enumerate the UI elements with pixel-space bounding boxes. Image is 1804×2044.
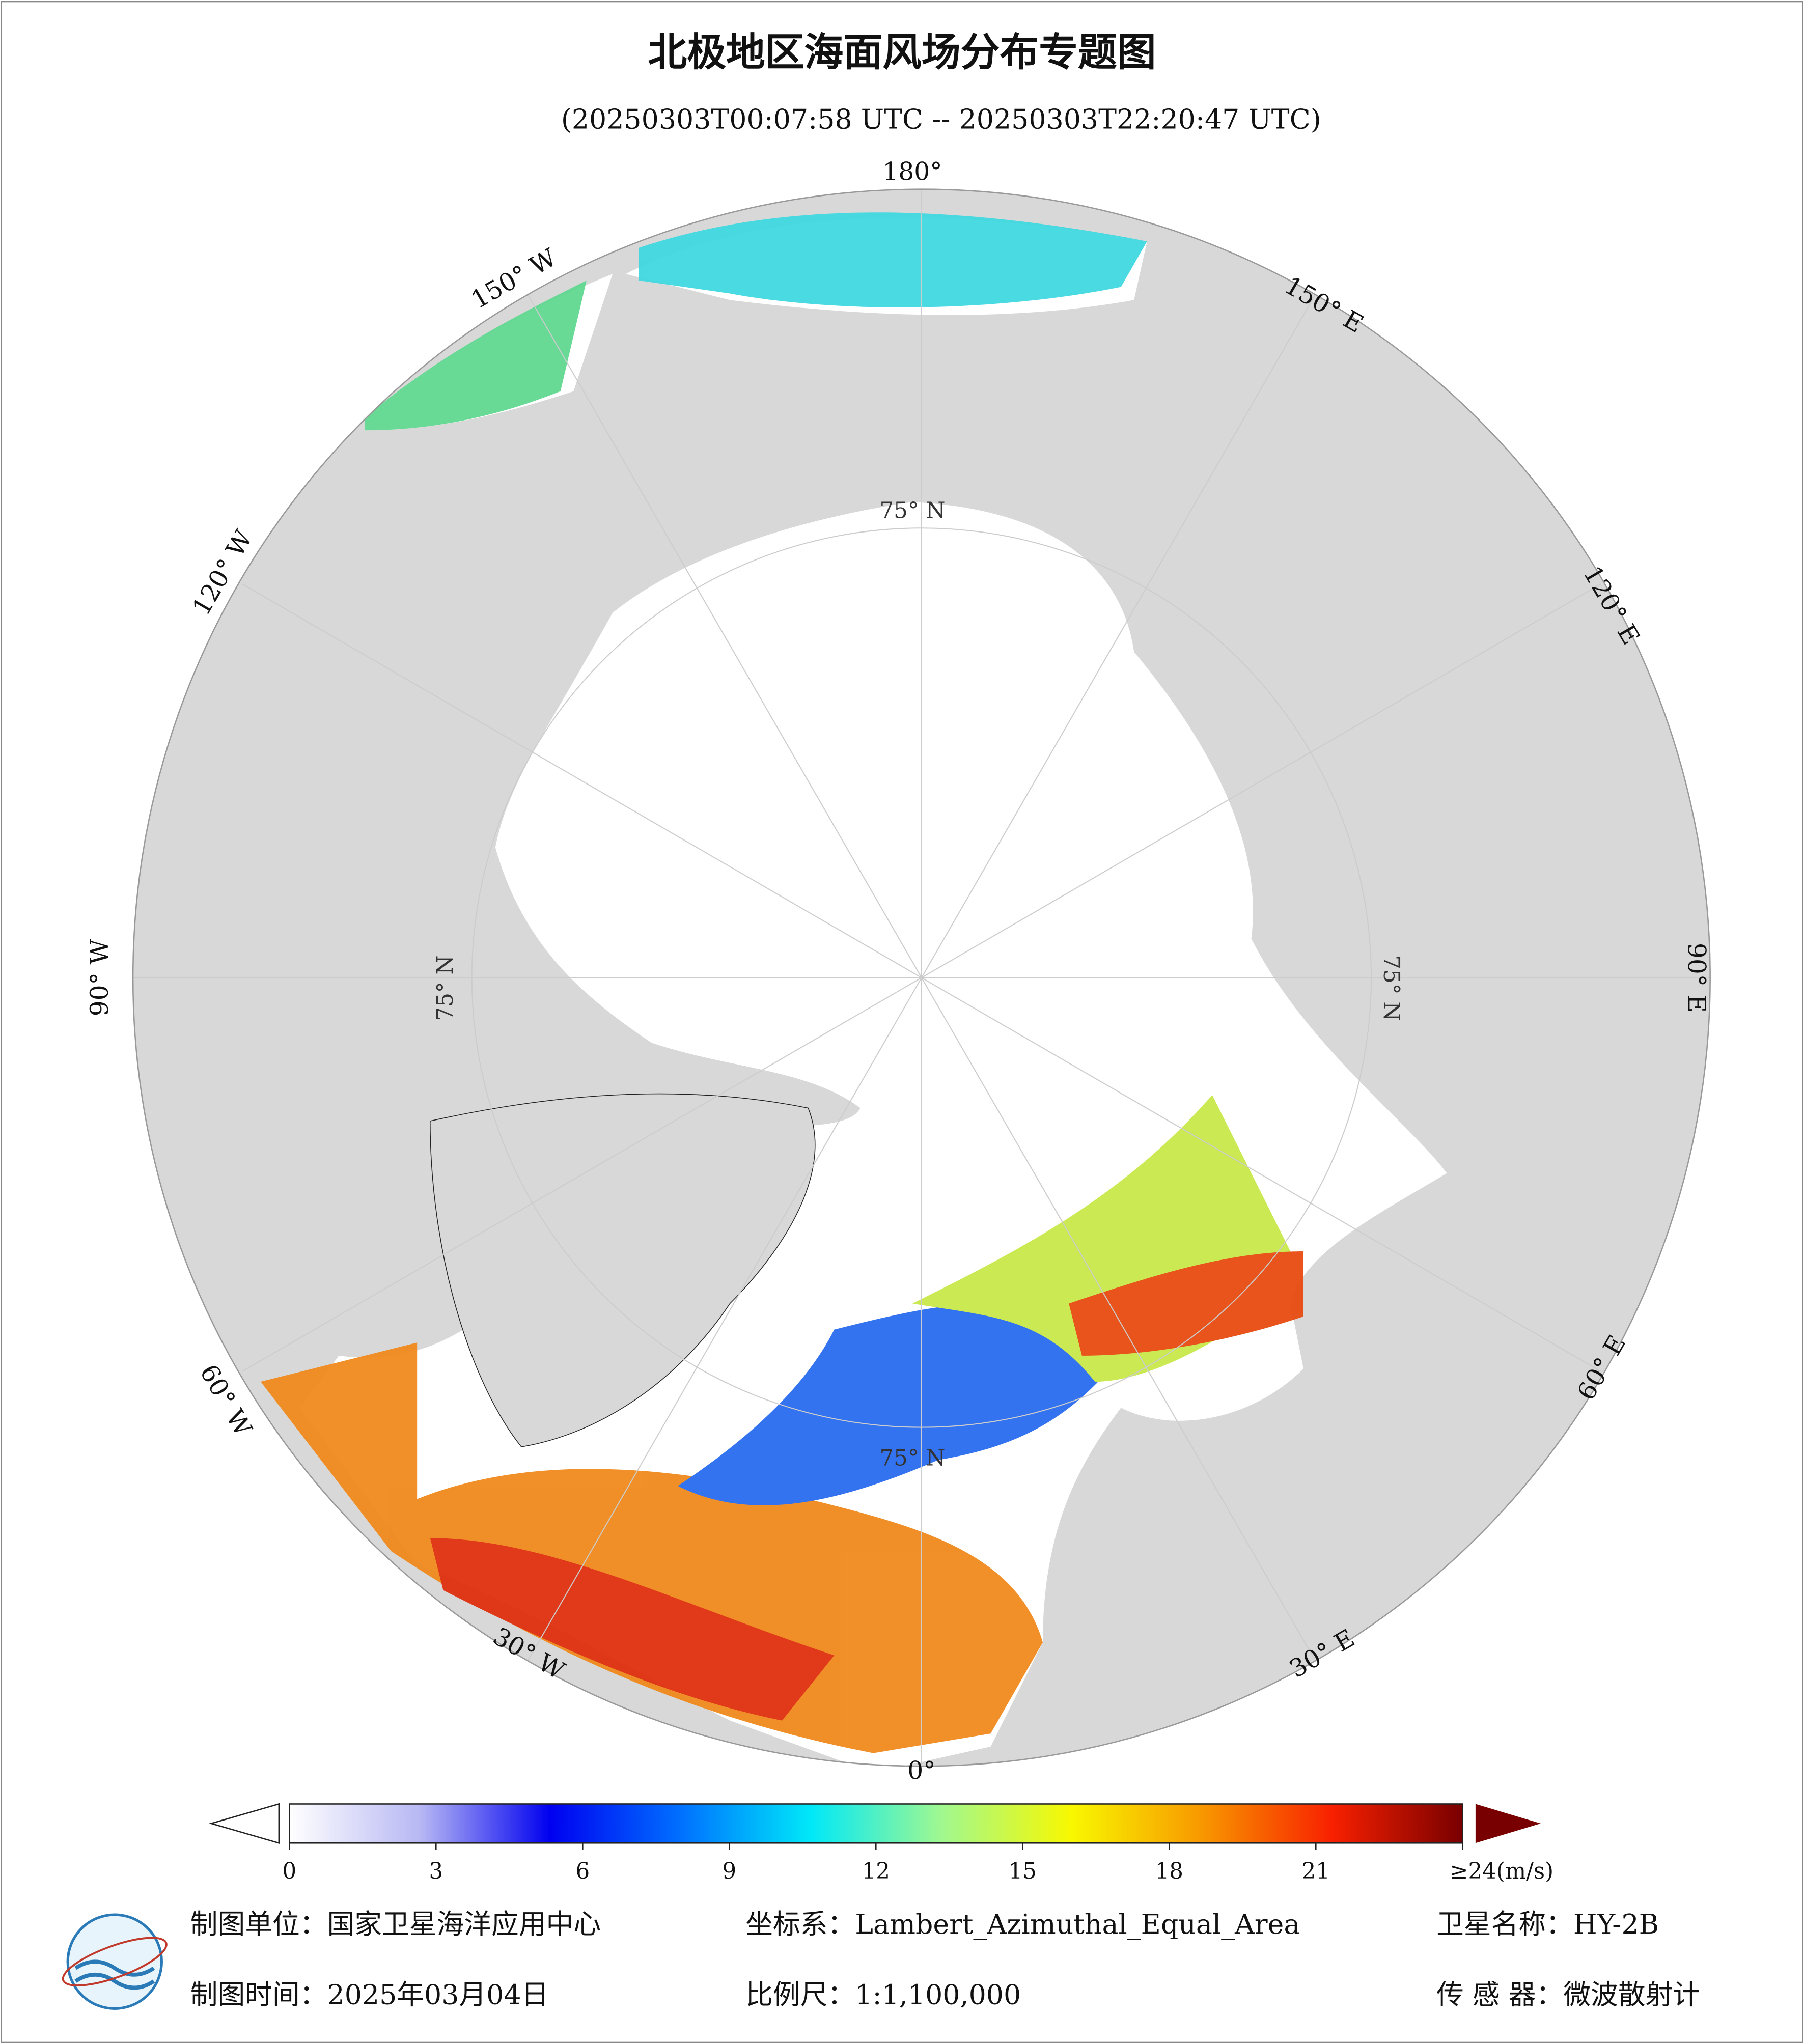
footer-text: 传 感 器：微波散射计	[1436, 1978, 1700, 2010]
latitude-label: 75° N	[1378, 955, 1404, 1021]
colorbar-tick-label: ≥24(m/s)	[1450, 1859, 1553, 1884]
colorbar-tick-label: 0	[282, 1859, 296, 1884]
logo	[62, 1913, 168, 2010]
greenland	[430, 1093, 816, 1447]
latitude-label: 75° N	[879, 498, 945, 524]
latitude-label: 75° N	[879, 1446, 945, 1471]
swath-greenland-sea	[678, 1303, 1121, 1505]
footer-text: 坐标系：Lambert_Azimuthal_Equal_Area	[745, 1908, 1300, 1940]
colorbar-bar	[289, 1803, 1463, 1844]
swath-bering	[365, 280, 587, 431]
map-border	[132, 188, 1711, 1767]
colorbar: 0 3 6 9 12 15 18 21 ≥24(m/s)	[209, 1803, 1553, 1884]
longitude-label: 180°	[882, 157, 942, 186]
footer: 制图单位：国家卫星海洋应用中心 坐标系：Lambert_Azimuthal_Equ…	[190, 1908, 1700, 2010]
latitude-label: 75° N	[433, 955, 458, 1021]
subtitle: (20250303T00:07:58 UTC -- 20250303T22:20…	[561, 103, 1321, 135]
logo-waves	[74, 1959, 155, 1990]
graticule	[133, 189, 1710, 1767]
colorbar-tick-label: 18	[1155, 1859, 1183, 1884]
swath-atlantic	[260, 1342, 1043, 1753]
meridians	[133, 189, 1710, 1767]
footer-text: 比例尺：1:1,100,000	[745, 1978, 1021, 2010]
ocean	[299, 502, 1447, 1767]
map-disc	[133, 189, 1710, 1767]
swath-pacific	[639, 212, 1147, 307]
colorbar-over	[1475, 1804, 1541, 1843]
colorbar-tick-label: 12	[862, 1859, 890, 1884]
colorbar-tick-label: 15	[1009, 1859, 1037, 1884]
swath-atlantic-core	[430, 1538, 835, 1721]
footer-text: 制图时间：2025年03月04日	[190, 1978, 549, 2010]
colorbar-under	[209, 1803, 280, 1844]
footer-text: 制图单位：国家卫星海洋应用中心	[190, 1908, 601, 1940]
colorbar-tick-label: 21	[1302, 1859, 1330, 1884]
colorbar-tick-label: 3	[429, 1859, 443, 1884]
latitude-labels: 75° N 75° N 75° N 75° N	[433, 498, 1404, 1471]
logo-orbit	[62, 1937, 168, 1986]
longitude-label: 90° E	[1682, 943, 1710, 1013]
title: 北极地区海面风场分布专题图	[648, 30, 1156, 75]
colorbar-ticks: 0 3 6 9 12 15 18 21 ≥24(m/s)	[282, 1843, 1553, 1884]
footer-text: 卫星名称：HY-2B	[1436, 1908, 1659, 1940]
wind-swath	[260, 212, 1303, 1753]
swath-barents-core	[1069, 1251, 1303, 1356]
longitude-label: 0°	[907, 1757, 935, 1785]
colorbar-tick-label: 6	[575, 1859, 590, 1884]
colorbar-tick-label: 9	[722, 1859, 736, 1884]
logo-disc	[66, 1913, 163, 2010]
longitude-label: 90° W	[86, 939, 114, 1017]
